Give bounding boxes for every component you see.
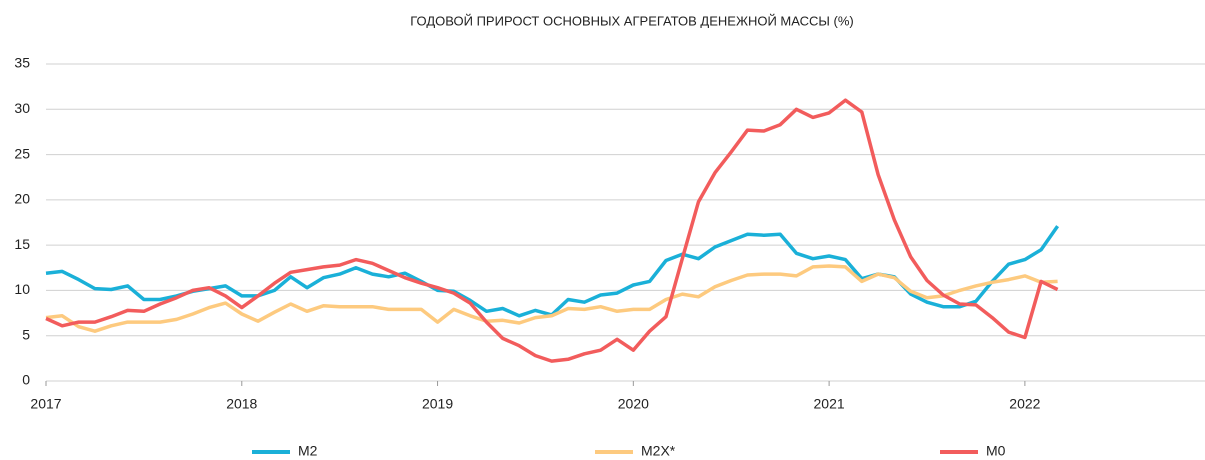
y-tick-label: 5 xyxy=(22,326,30,342)
legend-label: M2X* xyxy=(641,443,676,459)
y-tick-label: 20 xyxy=(14,191,30,207)
series-line xyxy=(45,98,1059,363)
y-tick-label: 25 xyxy=(14,145,30,161)
series-line xyxy=(45,264,1058,333)
y-tick-label: 35 xyxy=(14,55,30,71)
x-tick-label: 2017 xyxy=(30,396,61,412)
y-tick-label: 15 xyxy=(14,236,30,252)
x-tick-label: 2022 xyxy=(1009,396,1040,412)
y-tick-label: 0 xyxy=(22,372,30,388)
y-tick-label: 10 xyxy=(14,281,30,297)
series-line xyxy=(45,225,1060,318)
legend-label: M2 xyxy=(298,443,318,459)
y-tick-label: 30 xyxy=(14,100,30,116)
x-tick-label: 2018 xyxy=(226,396,257,412)
x-tick-label: 2019 xyxy=(422,396,453,412)
x-tick-label: 2020 xyxy=(618,396,649,412)
legend-label: M0 xyxy=(986,443,1006,459)
chart-title: ГОДОВОЙ ПРИРОСТ ОСНОВНЫХ АГРЕГАТОВ ДЕНЕЖ… xyxy=(410,13,854,28)
x-tick-label: 2021 xyxy=(814,396,845,412)
